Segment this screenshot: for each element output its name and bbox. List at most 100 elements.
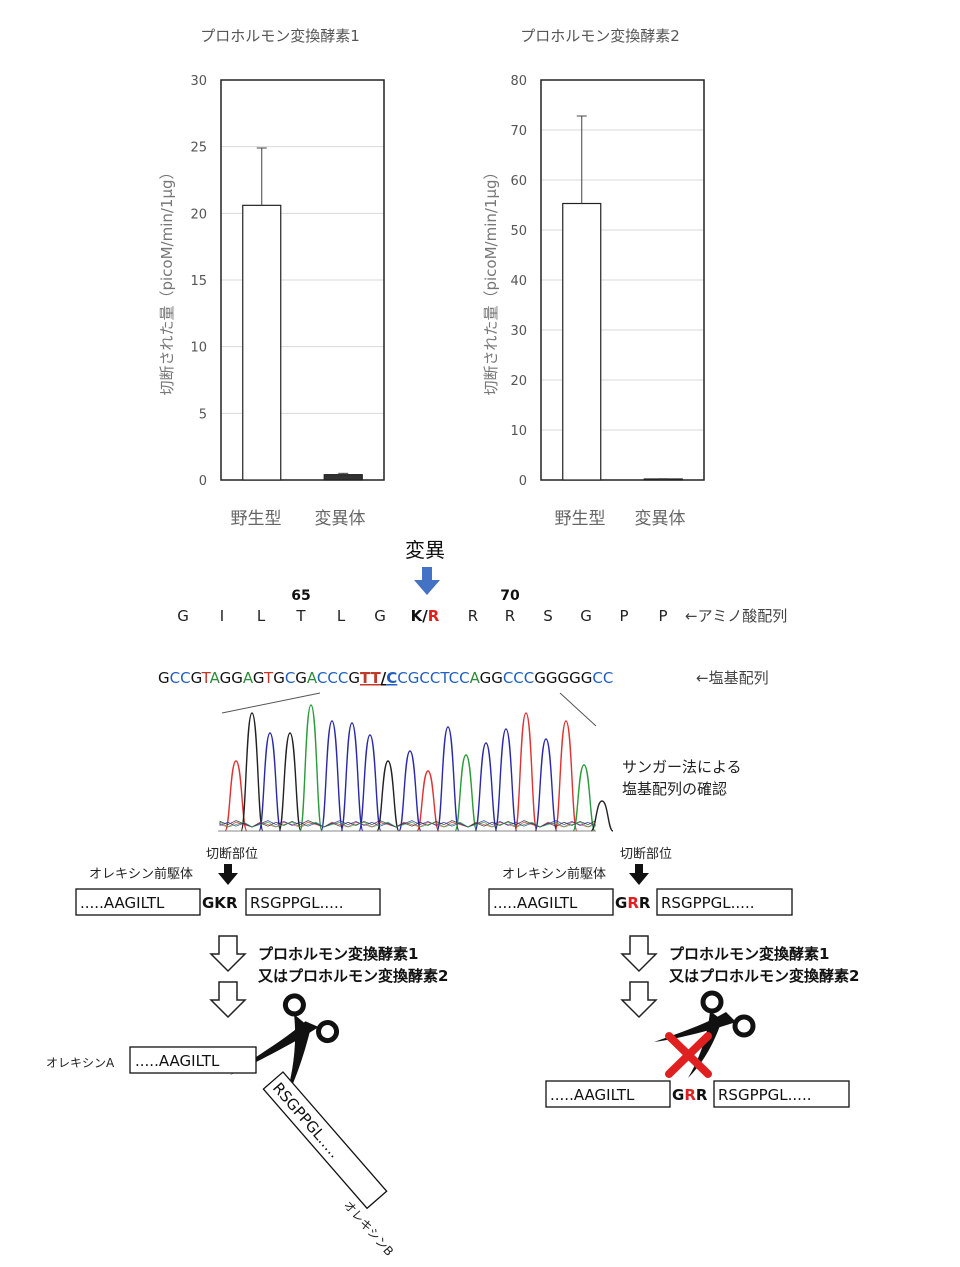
dna-segment: CCC xyxy=(317,669,348,687)
chromatogram-peak xyxy=(534,738,558,832)
mutant-left-box xyxy=(488,888,614,916)
position-70: 70 xyxy=(500,588,520,604)
dna-sequence: GCCGTAGGAGTGCGACCCGTT/CCGCCTCCAGGCCCGGGG… xyxy=(158,669,613,687)
motif-g: G xyxy=(615,894,627,912)
aa-R-1: R xyxy=(468,607,478,625)
aa-S: S xyxy=(543,607,553,625)
bar-野生型 xyxy=(562,202,602,481)
mutant-uncut-left-box xyxy=(545,1080,671,1108)
dna-segment: G xyxy=(273,669,285,687)
position-65: 65 xyxy=(291,588,310,604)
motif-r-last: R xyxy=(639,894,651,912)
precursor-left-box xyxy=(75,888,201,916)
orexin-a-label: オレキシンA xyxy=(46,1056,115,1070)
hollow-arrow-icon xyxy=(620,935,658,973)
mutant-panel: 切断部位 オレキシン前駆体 .....AAGILTL GRR RSGPPGL..… xyxy=(488,847,859,1108)
orexin-b-seq: RSGPPGL..... xyxy=(269,1079,344,1161)
chromatogram-peak xyxy=(240,712,264,832)
motif-r-mutant: R xyxy=(627,894,639,912)
y-tick-label: 70 xyxy=(510,124,527,139)
chromatogram-noise xyxy=(219,820,597,828)
chromatogram-peak xyxy=(376,760,400,832)
chromatogram-peak xyxy=(474,742,498,832)
cleavage-motif-gkr: GKR xyxy=(202,894,238,912)
enzyme-line-1-mutant: プロホルモン変換酵素1 xyxy=(669,945,829,963)
aa-mutant-R: R xyxy=(428,607,440,625)
chromatogram-peak xyxy=(358,734,382,832)
blocked-cross-icon xyxy=(665,1032,712,1078)
sanger-chromatogram xyxy=(219,704,614,832)
mutant-right-seq: RSGPPGL..... xyxy=(661,894,754,912)
chromatogram-peak xyxy=(590,800,614,832)
motif-r: R xyxy=(226,894,238,912)
charts-svg: プロホルモン変換酵素1 0 5 10 15 20 25 30 切断された量（picoM/mi… xyxy=(158,27,705,529)
chromatogram-peak xyxy=(514,712,538,832)
y-tick-label: 0 xyxy=(199,474,207,489)
dna-segment: GG xyxy=(220,669,243,687)
y-tick-label: 20 xyxy=(190,207,207,222)
aa-T: T xyxy=(295,607,306,625)
sanger-caption-line-1: サンガー法による xyxy=(622,758,742,776)
aa-mutation-site: K/R xyxy=(411,607,440,625)
dna-segment: G xyxy=(158,669,170,687)
chart-2-ylabel: 切断された量（picoM/min/1μg） xyxy=(482,164,500,395)
amino-acid-sequence: G I L T L G K/R R R S G P P ←アミノ酸配列 xyxy=(177,607,787,625)
sequence-svg: 変異 65 70 G I L T L G K/R R R S G P P ←アミ… xyxy=(158,538,787,832)
aa-L-2: L xyxy=(337,607,346,625)
aa-P-1: P xyxy=(619,607,628,625)
dna-segment: A xyxy=(307,669,318,687)
chromatogram-peak xyxy=(494,728,518,832)
chromatogram-peak xyxy=(416,770,440,832)
uncut-motif-r-last: R xyxy=(696,1086,708,1104)
aa-wild-type-K: K xyxy=(411,607,424,625)
dna-segment: CC xyxy=(592,669,613,687)
dna-segment: CC xyxy=(170,669,191,687)
hollow-arrow-icon xyxy=(209,935,247,973)
dna-segment: A xyxy=(470,669,481,687)
aa-L-1: L xyxy=(257,607,266,625)
mutation-label: 変異 xyxy=(405,538,445,562)
amino-acid-caption: ←アミノ酸配列 xyxy=(685,607,787,625)
dna-segment: A xyxy=(243,669,254,687)
chromatogram-peak xyxy=(398,750,422,832)
mutation-arrow-icon xyxy=(414,567,440,595)
y-tick-label: 20 xyxy=(510,374,527,389)
precursor-label: オレキシン前駆体 xyxy=(89,866,193,882)
dna-segment: G xyxy=(191,669,202,687)
cleavage-site-label: 切断部位 xyxy=(206,847,258,862)
dna-segment: GG xyxy=(480,669,503,687)
precursor-label-mutant: オレキシン前駆体 xyxy=(502,866,606,882)
chart-2-xtick-1: 変異体 xyxy=(635,509,686,529)
mutant-uncut-left-seq: .....AAGILTL xyxy=(550,1086,635,1104)
chart-2-y-ticks: 0 10 20 30 40 50 60 70 80 xyxy=(510,74,527,489)
chart-1: プロホルモン変換酵素1 0 5 10 15 20 25 30 切断された量（picoM/mi… xyxy=(158,27,385,529)
enzyme-line-1: プロホルモン変換酵素1 xyxy=(258,945,418,963)
aa-G-3: G xyxy=(580,607,592,625)
chart-2-bars xyxy=(562,115,683,481)
mutant-uncut-motif: GRR xyxy=(672,1086,708,1104)
uncut-motif-r-mutant: R xyxy=(684,1086,696,1104)
dna-segment: G xyxy=(253,669,264,687)
mutant-uncut-right-seq: RSGPPGL..... xyxy=(718,1086,811,1104)
uncut-motif-g: G xyxy=(672,1086,684,1104)
y-tick-label: 40 xyxy=(510,274,527,289)
dna-segment: T xyxy=(201,669,212,687)
y-tick-label: 10 xyxy=(510,424,527,439)
chromatogram-peak xyxy=(278,732,302,832)
chromatogram-peak xyxy=(299,704,323,832)
hollow-arrow-icon xyxy=(620,981,658,1019)
cleavage-svg: 切断部位 オレキシン前駆体 .....AAGILTL GKR RSGPPGL..… xyxy=(46,847,859,1259)
enzyme-line-2-mutant: 又はプロホルモン変換酵素2 xyxy=(669,967,859,985)
y-tick-label: 50 xyxy=(510,224,527,239)
motif-gk: GK xyxy=(202,894,227,912)
aa-P-2: P xyxy=(658,607,667,625)
y-tick-label: 0 xyxy=(519,474,527,489)
y-tick-label: 30 xyxy=(510,324,527,339)
orexin-b-box xyxy=(262,1071,388,1210)
y-tick-label: 30 xyxy=(190,74,207,89)
dna-segment: A xyxy=(210,669,221,687)
dna-segment: CCC xyxy=(503,669,534,687)
dna-segment: T xyxy=(263,669,274,687)
mutant-left-seq: .....AAGILTL xyxy=(493,894,578,912)
dna-segment: CG xyxy=(397,669,419,687)
